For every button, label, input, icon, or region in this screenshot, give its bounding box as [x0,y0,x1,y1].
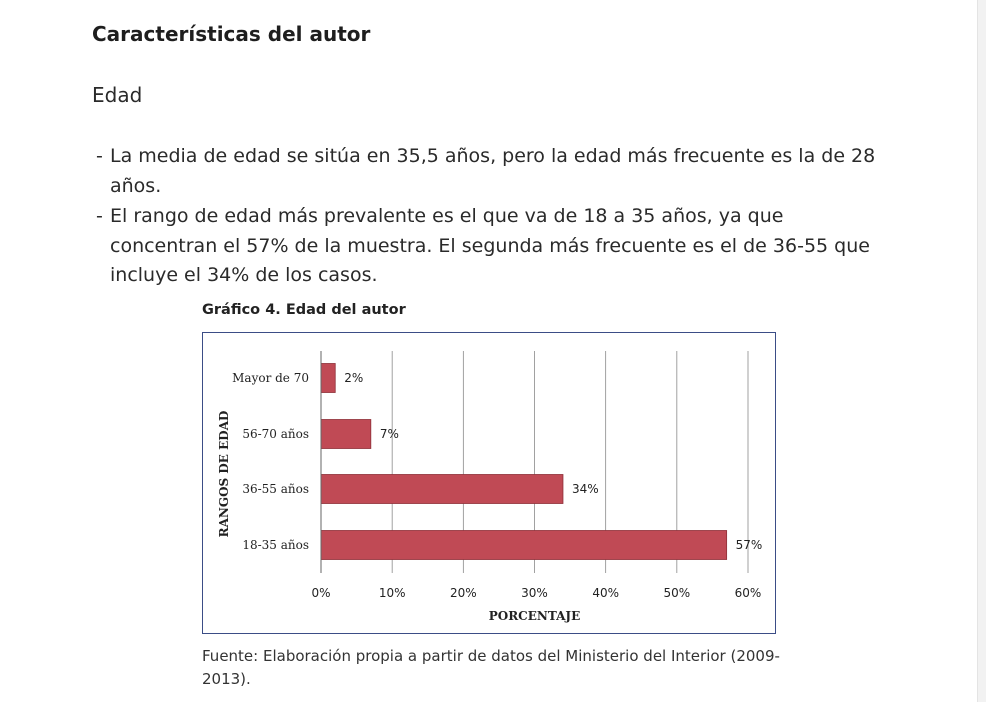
bar [320,530,728,560]
scrollbar-track[interactable] [977,0,986,702]
y-axis-title: RANGOS DE EDAD [217,411,231,538]
chart-source: Fuente: Elaboración propia a partir de d… [202,647,780,688]
bullet-marker: - [96,205,103,227]
x-tick-label: 60% [735,586,762,600]
section-title: Características del autor [92,22,371,46]
bar-chart: Mayor de 70 2% 56-70 años 7% 36-55 años 34% 18… [217,351,763,623]
data-label: 7% [380,427,399,441]
bar [320,419,372,449]
data-label: 2% [344,371,363,385]
chart-frame: Mayor de 70 2% 56-70 años 7% 36-55 años 34% 18… [202,332,776,634]
category-label: 36-55 años [242,482,309,496]
category-label: Mayor de 70 [232,371,309,385]
x-tick-label: 20% [450,586,477,600]
bullet-text: El rango de edad más prevalente es el qu… [110,205,870,286]
x-tick-label: 40% [592,586,619,600]
x-tick-label: 10% [379,586,406,600]
category-label: 56-70 años [242,427,309,441]
bullet-text: La media de edad se sitúa en 35,5 años, … [110,145,876,197]
x-tick-label: 30% [521,586,548,600]
x-axis-title: PORCENTAJE [489,609,581,623]
x-tick-label: 0% [311,586,330,600]
bullet-item: - El rango de edad más prevalente es el q… [96,202,886,291]
category-label: 18-35 años [242,538,309,552]
chart-caption: Gráfico 4. Edad del autor [202,302,406,318]
data-label: 34% [572,482,599,496]
bar [320,363,336,393]
bullet-marker: - [96,145,103,167]
x-tick-label: 50% [663,586,690,600]
subheading-edad: Edad [92,83,143,107]
bullet-list: - La media de edad se sitúa en 35,5 años,… [96,142,886,292]
bullet-item: - La media de edad se sitúa en 35,5 años,… [96,142,886,201]
bar [320,474,564,504]
data-label: 57% [736,538,763,552]
